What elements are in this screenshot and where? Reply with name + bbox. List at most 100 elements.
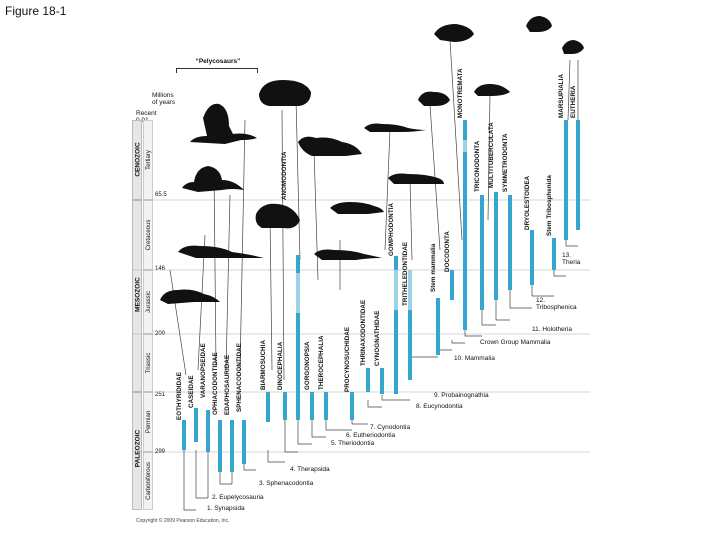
recent-label-line1: Recent [136,110,157,117]
period-permian: Permian [143,392,153,452]
bar-anomodontia [296,313,300,420]
opossum-silhouette-icon [526,16,552,32]
node-number: 13. [562,252,572,259]
taxon-label: TRITHELEDONTIDAE [402,241,409,306]
bar-monotremata-ghost [463,140,467,152]
era-mesozoic: MESOZOIC [132,200,142,392]
node-name: Tribosphenica [536,304,577,311]
taxon-label: OPHIACODONTIDAE [212,352,219,415]
taxon-label: GORGONOPSIA [304,341,311,390]
bar-procynosuchidae [350,392,354,420]
pelycosaurs-label: “Pelycosaurs” [195,58,241,65]
bar-cynognathidae [380,368,384,394]
taxon-label: CYNOGNATHIDAE [374,310,381,367]
bar-anomodontia-ghost [296,273,300,313]
node-label: 3. Sphenacodontia [259,480,314,487]
taxon-label: VARANOPSEIDAE [200,343,207,398]
stem-mammal-silhouette-icon [418,91,450,106]
bar-docodonta [450,270,454,300]
era-paleozoic: PALEOZOIC [132,392,142,510]
taxon-label: EUTHERIA [570,85,577,118]
taxon-label: CASEIDAE [188,375,195,408]
bar-varanopseidae [206,410,210,452]
axis-label-line1: Millions [152,92,174,99]
cynodont-silhouette-icon [330,202,384,214]
platypus-silhouette-icon [434,24,474,42]
tick-label: 146 [155,266,166,272]
tick-label: 65.5 [155,192,167,198]
bar-dinocephalia [283,392,287,420]
taxon-label: MARSUPIALIA [558,73,565,118]
therocephalian-silhouette-icon [314,249,382,260]
taxon-label: DRYOLESTOIDEA [524,175,531,230]
period-triassic: Triassic [143,334,153,392]
bar-gomphodontia [394,310,398,394]
node-name: Theria [562,259,581,266]
taxon-label: BIARMOSUCHIA [260,339,267,390]
axis-label-line2: of years [152,99,176,106]
taxon-label: DINOCEPHALIA [277,341,284,390]
recent-label: Recent 0.01 [136,110,157,124]
node-label: 2. Eupelycosauria [212,494,264,501]
taxon-label: ANOMODONTIA [281,151,288,200]
figure-title: Figure 18-1 [5,4,67,18]
bar-ophiacodontidae [218,420,222,472]
period-cretaceous: Cretaceous [143,200,153,270]
bar-sphenacodontidae [242,420,246,464]
node-label: 1. Synapsida [207,505,245,512]
node-label: Crown Group Mammalia [480,339,551,346]
bar-edaphosauridae [230,420,234,472]
node-label: 13. Theria [562,252,580,266]
multituberculate-silhouette-icon [474,84,510,96]
bar-tritheledontidae-ghost [408,270,412,310]
bar-tritheledontidae [408,310,412,380]
node-label: 6. Eutheriodontia [346,432,396,439]
taxon-label: Stem Tribosphenida [546,175,553,236]
anomodont-silhouette-icon [298,136,362,156]
taxon-label: DOCODONTA [444,231,451,272]
bar-stem-tribosphenida [552,238,556,270]
taxon-label: PROCYNOSUCHIDAE [344,326,351,392]
bar-eothyrididae [182,420,186,450]
node-label: 10. Mammalia [454,355,495,362]
varanopid-silhouette-icon [178,245,264,258]
period-jurassic: Jurassic [143,270,153,334]
dinocephalian-silhouette-icon [259,80,311,106]
node-label: 11. Holotheria [532,326,572,333]
taxon-label: SYMMETRODONTA [502,133,509,192]
bar-biarmosuchia [266,392,270,422]
recent-label-line2: 0.01 [136,117,157,124]
eothyridid-silhouette-icon [160,289,220,304]
node-label: 7. Cynodontia [370,424,411,431]
node-label: 8. Eucynodontia [416,403,463,410]
bar-dryolestoidea [530,230,534,285]
taxon-label: THRINAXODONTIDAE [360,299,367,366]
edaphosaurus-silhouette-icon [182,166,244,192]
bar-caseidae [194,408,198,442]
node-label: 9. Probainognathia [434,392,489,399]
period-tertiary: Tertiary [143,120,153,200]
taxon-label: MULTITUBERCULATA [488,122,495,188]
taxon-label: EDAPHOSAURIDAE [224,354,231,415]
copyright-notice: Copyright © 2009 Pearson Education, Inc. [136,518,230,524]
taxon-label: TRICONODONTA [474,140,481,192]
taxon-label: THEROCEPHALIA [318,335,325,390]
tritheledont-silhouette-icon [364,123,426,132]
bar-stem-mammalia [436,298,440,355]
taxon-label: Stem mammalia [430,243,437,292]
taxon-label: EOTHYRIDIDAE [176,372,183,420]
dimetrodon-silhouette-icon [190,103,257,144]
bar-monotremata-top [463,120,467,140]
period-carboniferous: Carboniferous [143,452,153,510]
shrew-silhouette-icon [562,40,584,54]
bar-eutheria [576,120,580,230]
node-label: 12. Tribosphenica [536,297,577,311]
bar-monotremata [463,152,467,330]
gomphodont-silhouette-icon [388,173,444,184]
bar-multituberculata [494,192,498,300]
taxon-label: SPHENACODONTIDAE [236,343,243,412]
gorgonopsian-silhouette-icon [255,203,300,229]
pelycosaurs-bracket [176,68,258,73]
bar-symmetrodonta [508,195,512,290]
